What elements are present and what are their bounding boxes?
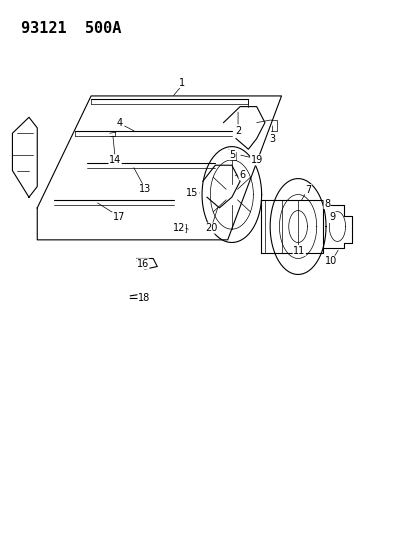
Text: 19: 19 bbox=[250, 155, 262, 165]
Text: 16: 16 bbox=[136, 259, 149, 269]
Text: 13: 13 bbox=[138, 184, 151, 194]
Text: 17: 17 bbox=[112, 213, 125, 222]
Text: 11: 11 bbox=[292, 246, 305, 255]
Text: 18: 18 bbox=[138, 294, 150, 303]
Text: 14: 14 bbox=[109, 155, 121, 165]
Text: 7: 7 bbox=[304, 185, 311, 195]
Text: 5: 5 bbox=[229, 150, 235, 159]
Text: 3: 3 bbox=[269, 134, 275, 143]
Text: 6: 6 bbox=[239, 170, 244, 180]
Text: 20: 20 bbox=[204, 223, 217, 233]
Text: 8: 8 bbox=[323, 199, 329, 208]
Text: 15: 15 bbox=[186, 188, 198, 198]
Text: 9: 9 bbox=[329, 213, 335, 222]
Text: 12: 12 bbox=[172, 223, 185, 233]
Text: 4: 4 bbox=[117, 118, 123, 127]
Text: 93121  500A: 93121 500A bbox=[21, 21, 121, 36]
Text: 2: 2 bbox=[234, 126, 241, 135]
Text: 1: 1 bbox=[179, 78, 185, 87]
Text: 10: 10 bbox=[324, 256, 337, 266]
